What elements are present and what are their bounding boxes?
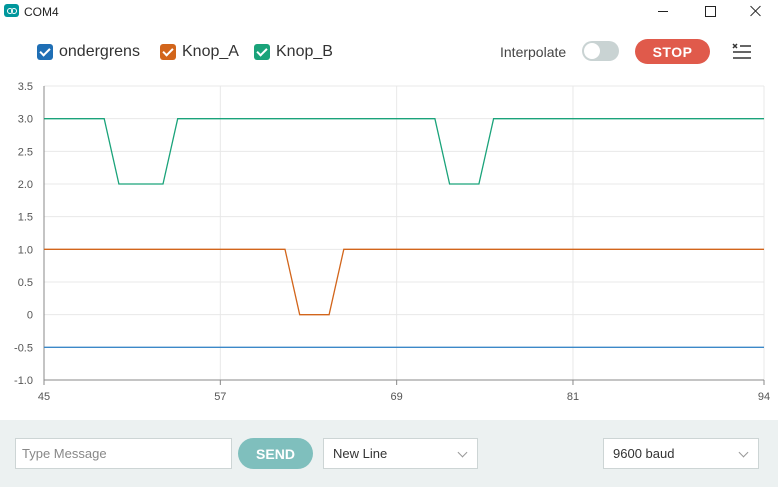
y-tick-label: -1.0: [14, 375, 33, 387]
y-tick-label: 2.0: [18, 179, 33, 191]
minimize-button[interactable]: [640, 0, 686, 24]
y-tick-label: 3.0: [18, 114, 33, 126]
y-tick-label: -0.5: [14, 342, 33, 354]
line-ending-value: New Line: [333, 446, 388, 461]
send-button[interactable]: SEND: [238, 438, 313, 469]
legend-item-knop-b[interactable]: Knop_B: [254, 42, 333, 62]
window-title: COM4: [24, 5, 59, 19]
line-ending-select[interactable]: New Line: [323, 438, 478, 469]
serial-plot: 3.5 3.0 2.5 2.0 1.5 1.0 0.5 0 -0.5 -1.0 45 57 69 81 94: [0, 78, 778, 420]
baud-rate-select[interactable]: 9600 baud: [603, 438, 759, 469]
legend-label-ondergrens: ondergrens: [59, 43, 140, 60]
checkbox-knop-b[interactable]: [254, 44, 270, 60]
interpolate-label: Interpolate: [500, 44, 567, 60]
x-tick-label: 57: [214, 391, 226, 403]
close-button[interactable]: [732, 0, 778, 24]
y-tick-label: 0: [27, 310, 33, 322]
interpolate-toggle[interactable]: [582, 41, 619, 61]
x-tick-label: 94: [758, 391, 770, 403]
series-line-knop-a: [44, 248, 764, 316]
legend-item-ondergrens[interactable]: ondergrens: [37, 42, 140, 62]
y-tick-label: 3.5: [18, 81, 33, 93]
line-chart: 3.5 3.0 2.5 2.0 1.5 1.0 0.5 0 -0.5 -1.0 45 57 69 81 94: [14, 81, 770, 403]
legend-label-knop-a: Knop_A: [182, 43, 239, 60]
checkbox-knop-a[interactable]: [160, 44, 176, 60]
legend-item-knop-a[interactable]: Knop_A: [160, 42, 239, 62]
legend-label-knop-b: Knop_B: [276, 43, 333, 60]
checkbox-ondergrens[interactable]: [37, 44, 53, 60]
y-tick-label: 0.5: [18, 277, 33, 289]
series-line-knop-b: [44, 118, 764, 185]
chevron-down-icon: [457, 447, 468, 458]
y-tick-label: 2.5: [18, 146, 33, 158]
x-tick-label: 81: [567, 391, 579, 403]
message-input[interactable]: [15, 438, 232, 469]
y-tick-label: 1.5: [18, 212, 33, 224]
chevron-down-icon: [738, 447, 749, 458]
y-tick-label: 1.0: [18, 244, 33, 256]
x-tick-label: 69: [391, 391, 403, 403]
stop-button[interactable]: STOP: [635, 39, 710, 64]
clear-output-icon[interactable]: [731, 42, 753, 60]
maximize-button[interactable]: [686, 0, 732, 24]
x-tick-label: 45: [38, 391, 50, 403]
title-bar: COM4: [0, 0, 778, 24]
arduino-logo-icon: [4, 4, 19, 17]
baud-rate-value: 9600 baud: [613, 446, 675, 461]
